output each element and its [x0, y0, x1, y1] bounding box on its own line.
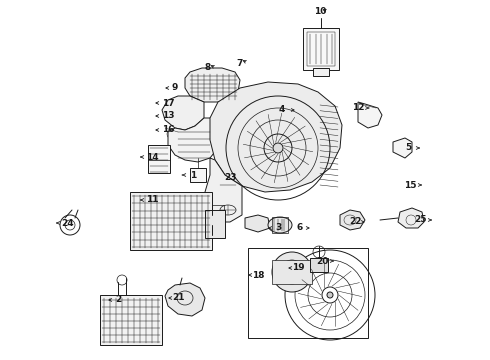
Text: 24: 24: [62, 219, 74, 228]
Polygon shape: [185, 68, 240, 102]
Ellipse shape: [273, 143, 283, 153]
Polygon shape: [358, 102, 382, 128]
Text: 3: 3: [275, 224, 281, 233]
Ellipse shape: [216, 177, 240, 193]
Bar: [130, 192, 212, 250]
Polygon shape: [205, 158, 242, 222]
Polygon shape: [398, 208, 424, 228]
Text: 7: 7: [237, 58, 243, 68]
Bar: [307, 32, 335, 66]
Text: 21: 21: [172, 293, 184, 302]
Text: 25: 25: [414, 216, 426, 225]
Polygon shape: [168, 118, 218, 162]
Text: 15: 15: [404, 180, 416, 189]
Text: 13: 13: [162, 112, 174, 121]
Text: 22: 22: [349, 217, 361, 226]
Bar: [148, 145, 170, 173]
Bar: [272, 217, 288, 233]
Bar: [310, 258, 328, 272]
Ellipse shape: [327, 292, 333, 298]
Text: 19: 19: [292, 264, 304, 273]
Polygon shape: [165, 283, 205, 316]
Polygon shape: [210, 82, 342, 192]
Bar: [212, 205, 224, 215]
Text: 4: 4: [279, 105, 285, 114]
Text: 16: 16: [162, 126, 174, 135]
Text: 5: 5: [405, 144, 411, 153]
Bar: [248, 248, 368, 338]
Text: 23: 23: [224, 174, 236, 183]
Text: 12: 12: [352, 104, 364, 112]
Bar: [190, 168, 206, 182]
Text: 17: 17: [162, 99, 174, 108]
Text: 6: 6: [297, 224, 303, 233]
Bar: [313, 68, 329, 76]
Text: 9: 9: [172, 84, 178, 93]
Text: 11: 11: [146, 195, 158, 204]
Text: 1: 1: [190, 171, 196, 180]
Polygon shape: [245, 215, 270, 232]
Text: 14: 14: [146, 153, 158, 162]
Bar: [205, 210, 225, 238]
Bar: [212, 225, 224, 235]
Polygon shape: [393, 138, 412, 158]
Text: 10: 10: [314, 8, 326, 17]
Ellipse shape: [272, 252, 312, 292]
Polygon shape: [340, 210, 365, 230]
Bar: [272, 260, 312, 284]
Bar: [303, 28, 339, 70]
Bar: [100, 295, 162, 345]
Text: 18: 18: [252, 270, 264, 279]
Ellipse shape: [268, 217, 292, 233]
Text: 2: 2: [115, 296, 121, 305]
Polygon shape: [162, 96, 204, 130]
Text: 20: 20: [316, 256, 328, 266]
Text: 8: 8: [205, 63, 211, 72]
